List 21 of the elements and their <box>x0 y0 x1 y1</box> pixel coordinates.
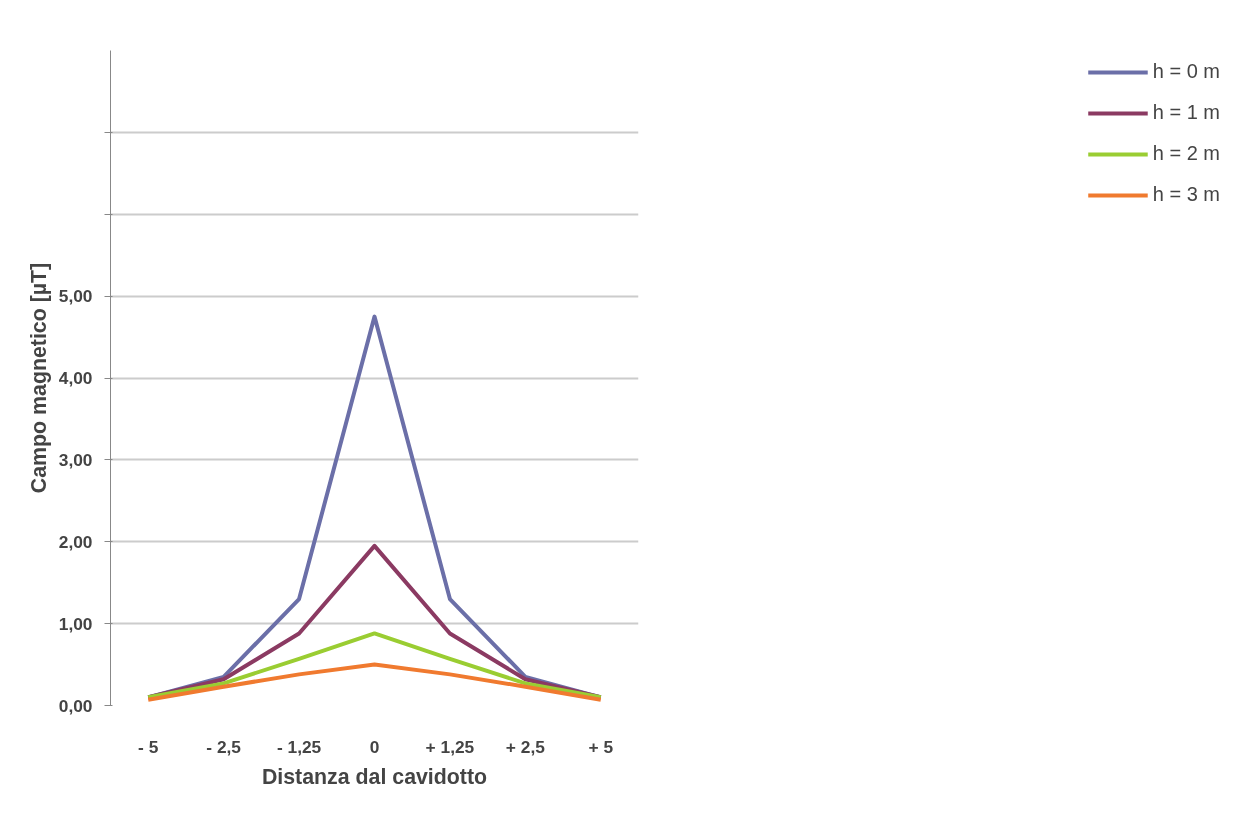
y-tick-label: 0,00 <box>58 695 93 716</box>
x-axis-title: Distanza dal cavidotto <box>261 764 488 789</box>
line-series <box>146 631 603 700</box>
x-tick-label: - 5 <box>138 736 159 757</box>
legend-label: h = 2 m <box>1152 142 1220 165</box>
y-axis-title: Campo magnetico [µT] <box>26 262 51 494</box>
x-tick-label: - 2,5 <box>206 736 242 757</box>
x-tick-label: - 1,25 <box>276 736 322 757</box>
x-tick-label: 0 <box>369 736 380 757</box>
x-tick-label: + 2,5 <box>505 736 546 757</box>
y-tick-label: 5,00 <box>58 286 93 307</box>
y-tick-label: 1,00 <box>58 613 93 634</box>
x-tick-label: + 1,25 <box>425 736 475 757</box>
y-tick-label: 4,00 <box>58 368 93 388</box>
y-tick-label: 3,00 <box>58 449 93 470</box>
y-tick-label: 2,00 <box>58 531 93 552</box>
legend-label: h = 0 m <box>1152 60 1220 83</box>
line-series <box>146 662 603 702</box>
legend-label: h = 3 m <box>1152 183 1220 206</box>
x-tick-label: + 5 <box>588 736 614 757</box>
legend-label: h = 1 m <box>1152 101 1220 124</box>
